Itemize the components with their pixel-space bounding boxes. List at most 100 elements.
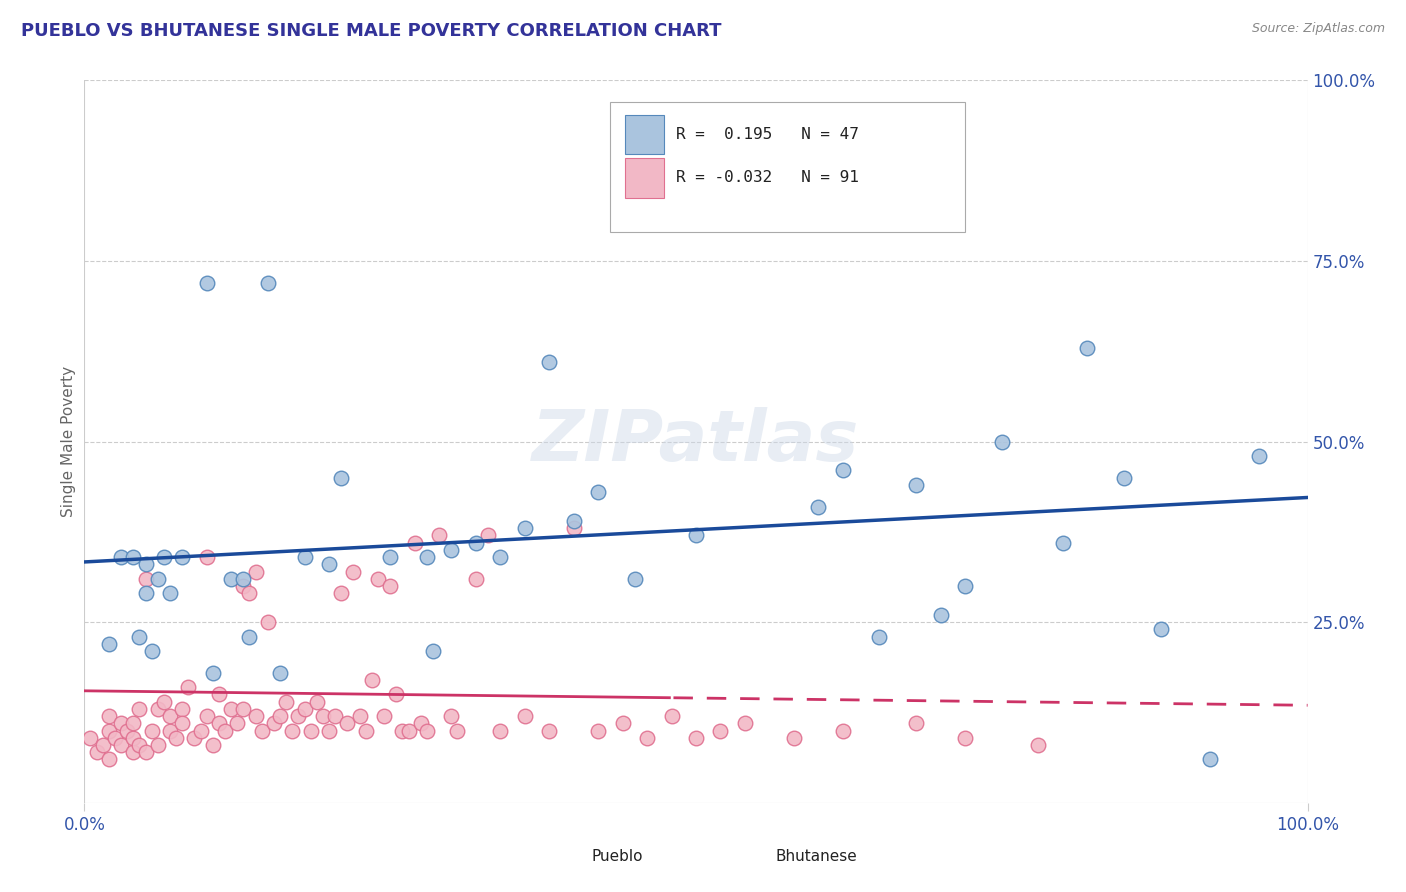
Point (238, 586, 260, 600)
Point (104, 731, 127, 745)
Point (97, 637, 120, 651)
Point (562, 514, 585, 528)
Point (427, 528, 450, 542)
Point (398, 723, 420, 738)
Point (391, 723, 413, 738)
Point (464, 572, 486, 586)
Point (232, 572, 254, 586)
Point (115, 723, 138, 738)
Point (624, 572, 647, 586)
Point (214, 723, 236, 738)
Point (336, 716, 359, 731)
Point (416, 550, 439, 565)
FancyBboxPatch shape (626, 114, 664, 154)
Point (747, 138, 769, 153)
Point (416, 723, 439, 738)
FancyBboxPatch shape (626, 158, 664, 198)
Point (245, 709, 267, 723)
Point (586, 723, 609, 738)
Point (312, 709, 335, 723)
Point (905, 478, 928, 492)
Point (135, 745, 157, 759)
Point (305, 695, 328, 709)
Point (385, 687, 408, 701)
Text: PUEBLO VS BHUTANESE SINGLE MALE POVERTY CORRELATION CHART: PUEBLO VS BHUTANESE SINGLE MALE POVERTY … (21, 22, 721, 40)
Point (831, 723, 853, 738)
Point (323, 709, 346, 723)
Y-axis label: Single Male Poverty: Single Male Poverty (60, 366, 76, 517)
Point (172, 702, 194, 716)
Point (586, 485, 609, 500)
Point (91, 738, 114, 752)
Point (342, 565, 364, 579)
Point (1028, 738, 1050, 752)
Point (226, 716, 249, 731)
Point (219, 702, 242, 716)
Point (685, 731, 707, 745)
Point (807, 500, 830, 514)
Point (734, 716, 756, 731)
Point (276, 695, 298, 709)
Point (294, 702, 316, 716)
Point (183, 731, 205, 745)
Text: R = -0.032   N = 91: R = -0.032 N = 91 (676, 170, 859, 186)
Point (159, 709, 181, 723)
Point (513, 709, 536, 723)
Point (232, 579, 254, 593)
Point (135, 572, 157, 586)
FancyBboxPatch shape (543, 841, 578, 873)
Point (269, 665, 291, 680)
Point (141, 644, 163, 658)
Point (97, 723, 120, 738)
Point (172, 550, 194, 565)
Point (195, 709, 218, 723)
Point (783, 731, 806, 745)
Point (869, 630, 891, 644)
Point (1052, 535, 1074, 549)
Point (373, 709, 395, 723)
Point (135, 586, 157, 600)
Point (269, 709, 291, 723)
Point (128, 738, 150, 752)
Point (287, 709, 309, 723)
Point (190, 723, 212, 738)
Point (538, 723, 561, 738)
Point (110, 738, 132, 752)
Point (153, 695, 176, 709)
Point (97, 752, 120, 766)
Point (1150, 623, 1173, 637)
Point (128, 630, 150, 644)
Point (128, 702, 150, 716)
Point (446, 723, 468, 738)
Point (562, 521, 585, 535)
Point (953, 579, 976, 593)
Point (146, 572, 169, 586)
Point (831, 463, 853, 477)
Point (929, 607, 952, 622)
Point (263, 716, 285, 731)
Point (195, 550, 218, 565)
Text: Source: ZipAtlas.com: Source: ZipAtlas.com (1251, 22, 1385, 36)
Point (349, 709, 371, 723)
Point (1198, 752, 1220, 766)
FancyBboxPatch shape (730, 841, 765, 873)
Point (294, 550, 316, 565)
Text: ZIPatlas: ZIPatlas (533, 407, 859, 476)
Point (257, 615, 280, 630)
Point (991, 434, 1014, 449)
Point (1247, 449, 1270, 463)
Point (464, 535, 486, 549)
Point (195, 276, 218, 290)
Point (110, 716, 132, 731)
Point (380, 550, 402, 565)
Point (330, 586, 353, 600)
Point (146, 738, 169, 752)
Point (245, 565, 267, 579)
FancyBboxPatch shape (610, 102, 965, 232)
Point (122, 550, 145, 565)
Point (636, 731, 658, 745)
Point (281, 723, 304, 738)
Point (208, 716, 231, 731)
Point (685, 528, 707, 542)
Point (250, 723, 273, 738)
